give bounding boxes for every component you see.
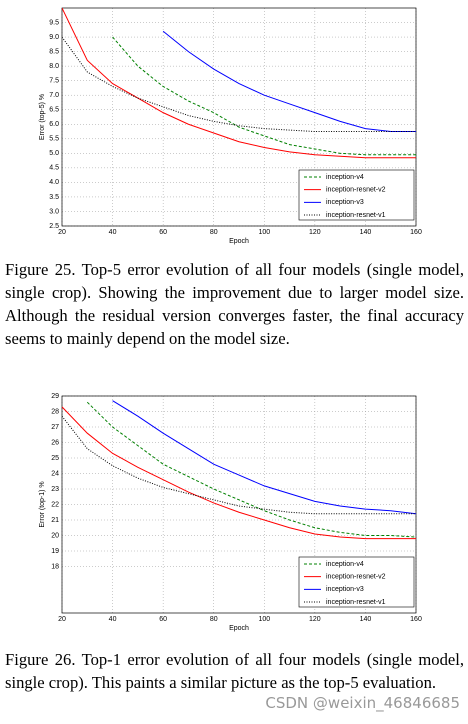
x-tick-label: 20	[58, 229, 66, 236]
y-tick-label: 20	[51, 532, 59, 539]
x-tick-label: 120	[309, 229, 321, 236]
y-tick-label: 6.0	[49, 121, 59, 128]
x-tick-label: 140	[360, 616, 372, 623]
legend-label: inception-v4	[326, 174, 364, 181]
y-tick-label: 3.5	[49, 194, 59, 201]
y-tick-label: 21	[51, 517, 59, 524]
y-tick-label: 18	[51, 563, 59, 570]
watermark: CSDN @weixin_46846685	[265, 694, 460, 712]
y-tick-label: 9.0	[49, 34, 59, 41]
x-axis-label: Epoch	[229, 238, 249, 245]
x-tick-label: 100	[258, 229, 270, 236]
x-tick-label: 80	[210, 229, 218, 236]
legend-box	[298, 169, 415, 221]
legend-label: inception-resnet-v1	[326, 212, 386, 219]
series-line	[62, 8, 416, 159]
series-line	[62, 36, 416, 133]
y-tick-label: 7.0	[49, 92, 59, 99]
y-tick-label: 9.5	[49, 19, 59, 26]
caption: Figure 26. Top-1 error evolution of all …	[5, 650, 464, 692]
series-line	[62, 415, 416, 515]
plot-frame	[61, 7, 417, 227]
y-tick-label: 22	[51, 501, 59, 508]
x-tick-label: 40	[109, 616, 117, 623]
caption: Figure 25. Top-5 error evolution of all …	[5, 260, 464, 348]
legend-label: inception-resnet-v2	[326, 574, 386, 581]
y-tick-label: 26	[51, 439, 59, 446]
series-line	[162, 30, 416, 133]
series-line	[62, 406, 416, 540]
x-tick-label: 100	[258, 616, 270, 623]
x-tick-label: 80	[210, 616, 218, 623]
legend-box	[298, 556, 415, 608]
legend-label: inception-resnet-v2	[326, 187, 386, 194]
plot-frame	[61, 395, 417, 614]
y-tick-label: 2.5	[49, 223, 59, 230]
y-tick-label: 29	[51, 393, 59, 400]
x-tick-label: 140	[360, 229, 372, 236]
x-axis-label: Epoch	[229, 625, 249, 632]
y-tick-label: 8.5	[49, 48, 59, 55]
y-tick-label: 5.5	[49, 136, 59, 143]
x-tick-label: 60	[159, 229, 167, 236]
x-tick-label: 120	[309, 616, 321, 623]
x-tick-label: 60	[159, 616, 167, 623]
y-tick-label: 8.0	[49, 63, 59, 70]
y-tick-label: 3.0	[49, 208, 59, 215]
legend-label: inception-v3	[326, 586, 364, 593]
y-axis-label: Error (top-5) %	[39, 94, 46, 140]
y-tick-label: 23	[51, 486, 59, 493]
x-tick-label: 160	[410, 616, 422, 623]
y-tick-label: 5.0	[49, 150, 59, 157]
y-tick-label: 7.5	[49, 78, 59, 85]
y-tick-label: 4.5	[49, 165, 59, 172]
y-tick-label: 25	[51, 455, 59, 462]
y-tick-label: 6.5	[49, 107, 59, 114]
y-tick-label: 4.0	[49, 179, 59, 186]
y-tick-label: 28	[51, 408, 59, 415]
y-axis-label: Error (top-1) %	[39, 481, 46, 527]
legend-label: inception-v3	[326, 199, 364, 206]
x-tick-label: 20	[58, 616, 66, 623]
y-tick-label: 19	[51, 548, 59, 555]
series-line	[86, 401, 416, 538]
legend-label: inception-resnet-v1	[326, 599, 386, 606]
series-line	[112, 400, 416, 515]
y-tick-label: 24	[51, 470, 59, 477]
series-line	[112, 36, 416, 156]
x-tick-label: 40	[109, 229, 117, 236]
legend-label: inception-v4	[326, 561, 364, 568]
x-tick-label: 160	[410, 229, 422, 236]
y-tick-label: 27	[51, 424, 59, 431]
